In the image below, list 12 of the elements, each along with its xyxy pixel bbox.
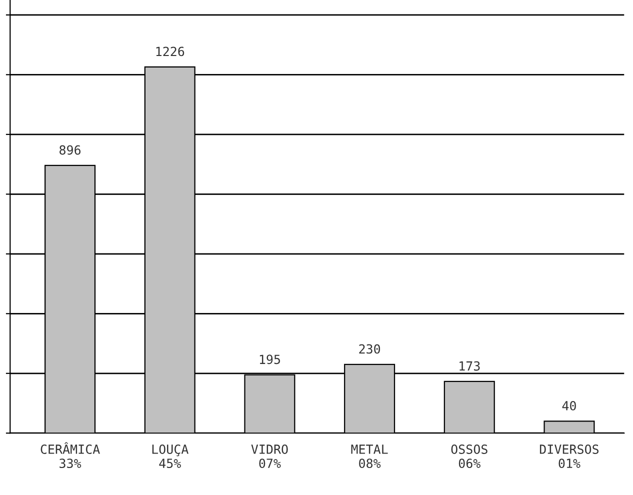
data-label: 173 (460, 361, 480, 371)
data-label: 230 (359, 344, 380, 354)
x-tick-label: LOUÇA 45% (152, 444, 188, 468)
x-tick-label: CERÂMICA 33% (40, 442, 100, 468)
data-label: 896 (60, 145, 81, 155)
x-tick-label: METAL 08% (351, 444, 388, 468)
data-label: 40 (562, 400, 576, 410)
x-tick-label: OSSOS 06% (451, 444, 488, 468)
data-label: 1226 (156, 46, 184, 56)
x-tick-label: VIDRO 07% (251, 444, 288, 468)
data-label: 195 (260, 354, 280, 364)
x-tick-label: DIVERSOS 01% (540, 444, 599, 468)
